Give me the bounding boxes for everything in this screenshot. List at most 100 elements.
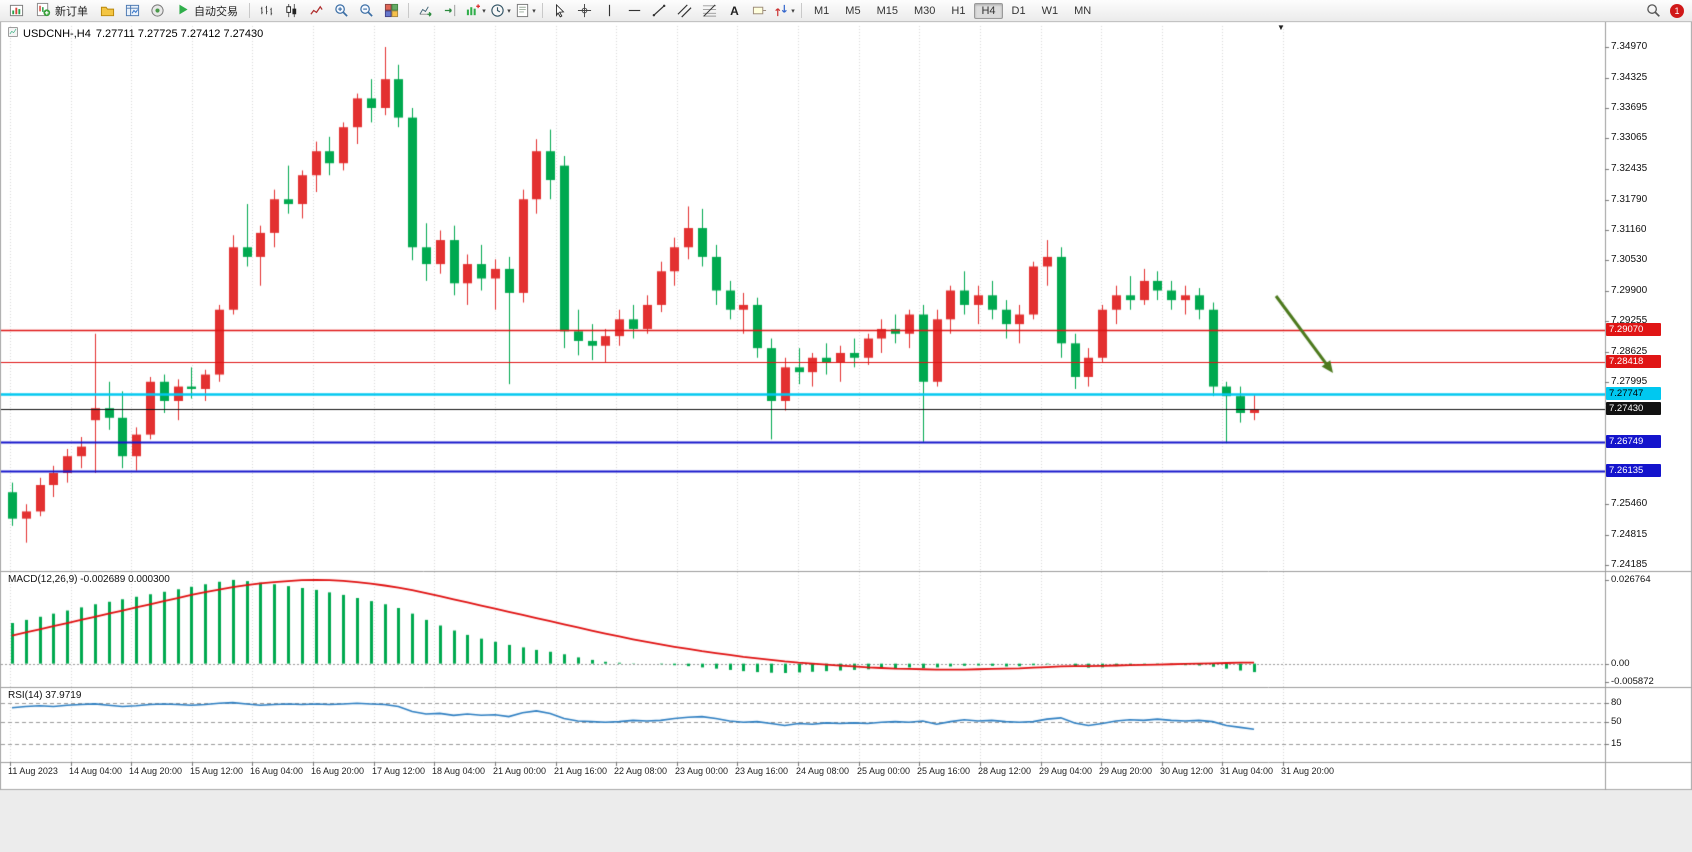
price-axis-label: 7.34970 (1611, 41, 1648, 52)
chart-window-icon (8, 27, 18, 40)
market-watch-icon[interactable] (121, 0, 144, 21)
timeframe-h4[interactable]: H4 (974, 2, 1003, 19)
tile-windows-icon[interactable] (380, 0, 403, 21)
text-tool-icon[interactable]: A (730, 3, 739, 18)
play-icon (177, 3, 190, 19)
time-label: 23 Aug 00:00 (675, 766, 729, 776)
zoom-in-icon[interactable] (330, 0, 353, 21)
time-label: 18 Aug 04:00 (432, 766, 486, 776)
text-label-icon[interactable] (748, 0, 771, 21)
vertical-line-icon[interactable] (598, 0, 621, 21)
chevron-down-icon: ▾ (791, 7, 795, 15)
time-label: 23 Aug 16:00 (735, 766, 789, 776)
time-label: 17 Aug 12:00 (372, 766, 426, 776)
indicators-dropdown[interactable]: ▾ (464, 0, 487, 21)
time-label: 21 Aug 16:00 (554, 766, 608, 776)
bar-chart-icon[interactable] (255, 0, 278, 21)
toolbar-separator (249, 3, 250, 18)
time-label: 25 Aug 00:00 (857, 766, 911, 776)
price-axis-label: 7.29900 (1611, 285, 1648, 296)
price-axis-label: 7.27995 (1611, 376, 1648, 387)
zoom-out-icon[interactable] (355, 0, 378, 21)
chevron-down-icon: ▾ (482, 7, 486, 15)
chart-title: USDCNH-,H4 7.27711 7.27725 7.27412 7.274… (8, 27, 263, 40)
price-axis-label: 7.29255 (1611, 315, 1648, 326)
cursor-icon[interactable] (548, 0, 571, 21)
time-label: 31 Aug 04:00 (1220, 766, 1274, 776)
profiles-icon[interactable] (96, 0, 119, 21)
timeframe-mn[interactable]: MN (1074, 4, 1092, 17)
crosshair-icon[interactable] (573, 0, 596, 21)
auto-trading-button[interactable]: 自动交易 (171, 0, 244, 21)
rsi-axis-label: 80 (1611, 697, 1622, 708)
price-axis-label: 7.32435 (1611, 163, 1648, 174)
time-label: 29 Aug 04:00 (1039, 766, 1093, 776)
terminal-icon[interactable] (5, 0, 28, 21)
time-label: 30 Aug 12:00 (1160, 766, 1214, 776)
line-chart-icon[interactable] (305, 0, 328, 21)
price-axis-label: 7.28625 (1611, 346, 1648, 357)
trendline-icon[interactable] (648, 0, 671, 21)
price-axis-label: 7.25460 (1611, 498, 1648, 509)
notifications-badge[interactable]: 1 (1670, 3, 1684, 18)
chart-shift-icon[interactable] (439, 0, 462, 21)
price-tag: 7.27747 (1606, 387, 1661, 400)
channel-icon[interactable] (673, 0, 696, 21)
rsi-axis-label: 15 (1611, 738, 1622, 749)
periods-dropdown[interactable]: ▾ (489, 0, 512, 21)
timeframe-m5[interactable]: M5 (845, 4, 861, 17)
time-label: 31 Aug 20:00 (1281, 766, 1335, 776)
macd-axis-label: -0.005872 (1611, 676, 1654, 687)
time-label: 22 Aug 08:00 (614, 766, 668, 776)
timeframe-h1[interactable]: H1 (951, 4, 966, 17)
time-label: 14 Aug 20:00 (129, 766, 183, 776)
timeframe-m15[interactable]: M15 (876, 4, 898, 17)
price-axis-label: 7.24185 (1611, 559, 1648, 570)
price-tag: 7.26135 (1606, 464, 1661, 477)
navigator-icon[interactable] (146, 0, 169, 21)
new-order-icon (36, 2, 51, 20)
rsi-axis-label: 50 (1611, 716, 1622, 727)
search-icon[interactable] (1642, 0, 1665, 21)
time-label: 25 Aug 16:00 (917, 766, 971, 776)
timeframe-m30[interactable]: M30 (913, 4, 936, 17)
macd-axis-label: 0.00 (1611, 658, 1630, 669)
templates-dropdown[interactable]: ▾ (514, 0, 537, 21)
timeframe-toolbar: M1 M5 M15 M30 H1 H4 D1 W1 MN (806, 2, 1099, 19)
new-order-label: 新订单 (55, 5, 88, 18)
chart-ohlc-label: 7.27711 7.27725 7.27412 7.27430 (95, 27, 264, 40)
toolbar-separator (542, 3, 543, 18)
chevron-down-icon: ▾ (532, 7, 536, 15)
fibonacci-icon[interactable] (698, 0, 721, 21)
price-axis-label: 7.33065 (1611, 132, 1648, 143)
time-label: 28 Aug 12:00 (978, 766, 1032, 776)
timeframe-m1[interactable]: M1 (814, 4, 830, 17)
rsi-indicator-label: RSI(14) 37.9719 (8, 690, 82, 701)
horizontal-line-icon[interactable] (623, 0, 646, 21)
auto-scroll-icon[interactable] (414, 0, 437, 21)
price-axis-label: 7.34325 (1611, 72, 1648, 83)
candlestick-chart-icon[interactable] (280, 0, 303, 21)
time-label: 16 Aug 20:00 (311, 766, 365, 776)
price-tag: 7.26749 (1606, 435, 1661, 448)
price-axis-label: 7.33695 (1611, 102, 1648, 113)
chart-symbol-label: USDCNH-,H4 (23, 27, 91, 40)
time-label: 15 Aug 12:00 (190, 766, 244, 776)
time-label: 29 Aug 20:00 (1099, 766, 1153, 776)
toolbar-separator (801, 3, 802, 18)
new-order-button[interactable]: 新订单 (30, 0, 94, 21)
time-label: 24 Aug 08:00 (796, 766, 850, 776)
arrows-dropdown[interactable]: ▾ (773, 0, 796, 21)
price-axis-label: 7.31790 (1611, 194, 1648, 205)
price-tag: 7.27430 (1606, 402, 1661, 415)
time-label: 11 Aug 2023 (8, 766, 58, 776)
toolbar-separator (408, 3, 409, 18)
timeframe-d1[interactable]: D1 (1011, 4, 1026, 17)
macd-indicator-label: MACD(12,26,9) -0.002689 0.000300 (8, 574, 170, 585)
chart-shift-marker[interactable]: ▼ (1277, 23, 1285, 32)
auto-trading-label: 自动交易 (194, 5, 238, 18)
timeframe-w1[interactable]: W1 (1041, 4, 1059, 17)
chevron-down-icon: ▾ (507, 7, 511, 15)
